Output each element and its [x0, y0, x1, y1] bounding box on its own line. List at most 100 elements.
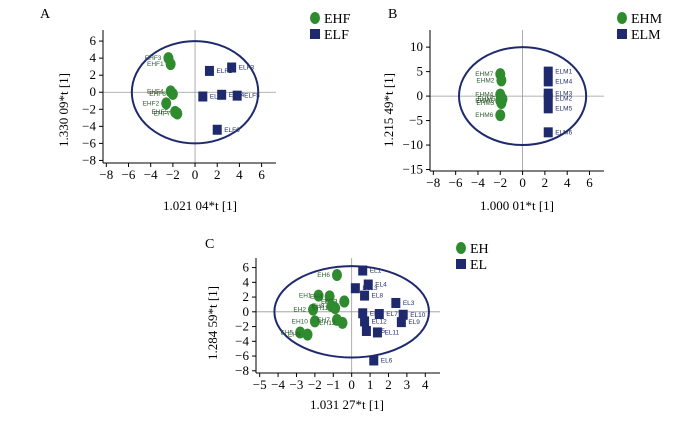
x-tick-label: −8: [426, 175, 440, 190]
point-label-EL7: EL7: [386, 311, 398, 318]
point-EL6: [369, 355, 379, 366]
point-label-EL9: EL9: [408, 319, 420, 326]
point-label-EHF7: EHF7: [154, 111, 171, 118]
x-tick-label: 3: [404, 377, 411, 392]
point-label-EHM7: EHM7: [475, 71, 493, 78]
confidence-ellipse: [273, 265, 430, 359]
point-label-EH12: EH12: [319, 320, 336, 327]
confidence-ellipse: [457, 46, 588, 147]
point-label-EL4: EL4: [375, 282, 387, 289]
x-tick-label: 2: [385, 377, 392, 392]
point-ELF1: [198, 91, 208, 102]
point-label-EHM2: EHM2: [476, 77, 494, 84]
point-ELF5: [232, 90, 242, 101]
legend-label-EH: EH: [470, 242, 489, 257]
x-tick-label: −4: [144, 167, 158, 182]
point-label-EL11: EL11: [384, 329, 399, 336]
point-label-EHF5: EHF5: [151, 109, 168, 116]
point-EL1: [358, 265, 368, 276]
point-EH11: [330, 302, 341, 315]
point-EL10: [398, 309, 408, 320]
x-tick-label: 4: [564, 175, 571, 190]
point-EL3: [391, 297, 401, 308]
point-EL9: [396, 317, 406, 328]
point-EHF1: [165, 58, 176, 71]
point-ELM6: [543, 127, 553, 138]
y-tick-label: −8: [82, 152, 96, 167]
point-ELF2: [204, 65, 214, 76]
point-label-EHM5: EHM5: [477, 96, 495, 103]
point-EL13: [350, 283, 360, 294]
point-label-EHF2: EHF2: [143, 100, 160, 107]
point-label-EH9: EH9: [288, 332, 301, 339]
point-EHM1: [495, 94, 506, 107]
point-EH10: [309, 315, 320, 328]
point-label-EHM3: EHM3: [476, 100, 494, 107]
y-tick-label: 0: [243, 304, 250, 319]
x-tick-label: 2: [542, 175, 549, 190]
x-axis-title: 1.021 04*t [1]: [163, 198, 237, 213]
point-label-ELM5: ELM5: [555, 105, 572, 112]
point-label-EHF1: EHF1: [147, 61, 164, 68]
y-tick-label: 4: [243, 274, 250, 289]
point-label-ELM1: ELM1: [555, 69, 572, 76]
y-tick-label: −2: [235, 319, 249, 334]
point-EHM6: [495, 109, 506, 122]
point-label-EL13: EL13: [362, 285, 378, 292]
point-label-ELM3: ELM3: [555, 91, 572, 98]
point-ELF3: [227, 62, 237, 73]
x-tick-label: −6: [122, 167, 136, 182]
y-tick-label: 2: [243, 289, 250, 304]
y-axis-title: 1.330 09*t [1]: [56, 73, 71, 147]
legend-marker-EL: [456, 259, 466, 269]
panel-label: A: [40, 7, 51, 22]
point-label-EL12: EL12: [372, 318, 388, 325]
point-label-EH5: EH5: [281, 329, 294, 336]
y-tick-label: 6: [243, 260, 250, 275]
panel-label: C: [205, 237, 214, 252]
chart-panel-C: −5−4−3−2−101234−8−6−4−20246EH6EH1EH4EH3E…: [205, 237, 489, 412]
x-tick-label: −2: [493, 175, 507, 190]
point-label-EHM6: EHM6: [475, 112, 493, 119]
x-axis-title: 1.000 01*t [1]: [480, 198, 554, 213]
point-label-EL10: EL10: [410, 312, 426, 319]
x-tick-label: 0: [519, 175, 526, 190]
point-label-EH6: EH6: [317, 272, 330, 279]
x-tick-label: 0: [192, 167, 199, 182]
point-label-EL6: EL6: [381, 357, 393, 364]
legend-marker-EH: [456, 242, 466, 254]
x-tick-label: −3: [290, 377, 304, 392]
point-label-EHF3: EHF3: [145, 55, 162, 62]
x-tick-label: 4: [236, 167, 243, 182]
point-EL4: [363, 279, 373, 290]
point-ELF6: [212, 124, 222, 135]
x-tick-label: −2: [308, 377, 322, 392]
legend-label-ELM: ELM: [631, 28, 661, 43]
legend-marker-ELF: [310, 29, 320, 39]
panel-label: B: [388, 7, 397, 22]
point-label-EHM4: EHM4: [475, 92, 493, 99]
point-label-EH11: EH11: [312, 305, 328, 312]
point-EL11: [372, 327, 382, 338]
point-label-EHF6: EHF6: [149, 91, 166, 98]
legend-marker-ELM: [617, 29, 627, 39]
point-EL5: [361, 325, 371, 336]
point-label-ELF6: ELF6: [224, 127, 240, 134]
point-EH4: [324, 290, 335, 303]
point-EH6: [331, 268, 342, 281]
y-tick-label: −8: [235, 363, 249, 378]
point-label-EL1: EL1: [370, 268, 382, 275]
y-tick-label: 4: [90, 50, 97, 65]
y-tick-label: 5: [417, 64, 424, 79]
y-tick-label: 10: [410, 39, 423, 54]
point-label-EHM1: EHM1: [475, 98, 493, 105]
x-tick-label: −1: [326, 377, 340, 392]
point-label-EH1: EH1: [299, 293, 312, 300]
point-EHM2: [496, 74, 507, 87]
x-axis-title: 1.031 27*t [1]: [310, 397, 384, 412]
y-tick-label: 2: [90, 67, 97, 82]
point-EH1: [313, 289, 324, 302]
y-tick-label: −2: [82, 101, 96, 116]
